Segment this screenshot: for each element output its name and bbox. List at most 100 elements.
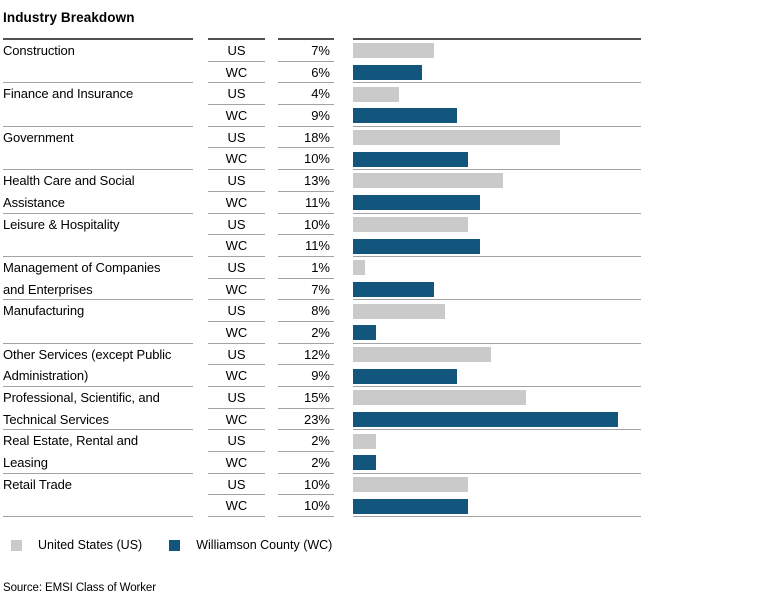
series-label-wc: WC <box>208 105 265 127</box>
top-rule-series-segment <box>208 38 265 40</box>
series-label-us: US <box>208 127 265 149</box>
bar-row <box>353 430 641 452</box>
us-bar <box>353 433 377 449</box>
industry-section: Manufacturing US 8% WC 2% <box>3 300 777 344</box>
legend-swatch-wc <box>169 539 181 551</box>
series-label-us: US <box>208 474 265 496</box>
value-wc: 11% <box>278 192 334 214</box>
bar-row <box>353 83 641 105</box>
value-us: 4% <box>278 83 334 106</box>
value-us: 1% <box>278 257 334 279</box>
bar-cell <box>353 474 641 518</box>
industry-section: Professional, Scientific, and Technical … <box>3 387 777 431</box>
bar-cell <box>353 387 641 431</box>
industry-section: Other Services (except Public Administra… <box>3 344 777 387</box>
bar-row <box>353 105 641 127</box>
industry-name: Retail Trade <box>3 474 193 518</box>
series-label-wc: WC <box>208 495 265 518</box>
bar-row <box>353 409 641 431</box>
wc-bar <box>353 195 480 211</box>
bar-row <box>353 344 641 366</box>
bar-row <box>353 214 641 236</box>
value-us: 15% <box>278 387 334 409</box>
value-wc: 10% <box>278 495 334 518</box>
top-rule-bars-segment <box>353 38 641 40</box>
bar-row <box>353 127 641 149</box>
table-body: Construction US 7% WC 6% Finance and Insuranc… <box>3 40 777 518</box>
series-label-us: US <box>208 214 265 236</box>
industry-name: Finance and Insurance <box>3 83 193 127</box>
legend: United States (US) Williamson County (WC… <box>3 538 777 552</box>
us-bar <box>353 43 434 59</box>
industry-name: Government <box>3 127 193 171</box>
industry-name: Professional, Scientific, and Technical … <box>3 387 193 431</box>
bar-cell <box>353 170 641 214</box>
bar-row <box>353 365 641 387</box>
value-wc: 11% <box>278 235 334 257</box>
series-label-wc: WC <box>208 279 265 301</box>
bar-row <box>353 474 641 496</box>
series-label-wc: WC <box>208 192 265 214</box>
series-label-wc: WC <box>208 452 265 474</box>
industry-table: Construction US 7% WC 6% Finance and Insuranc… <box>3 38 777 518</box>
wc-bar <box>353 498 469 514</box>
bar-row <box>353 170 641 192</box>
value-wc: 10% <box>278 148 334 171</box>
table-top-rule <box>3 38 777 40</box>
wc-bar <box>353 108 457 124</box>
wc-bar <box>353 368 457 384</box>
value-us: 18% <box>278 127 334 149</box>
bar-cell <box>353 40 641 84</box>
industry-name: Construction <box>3 40 193 84</box>
bar-cell <box>353 257 641 301</box>
industry-section: Management of Companies and Enterprises U… <box>3 257 777 301</box>
value-us: 8% <box>278 300 334 322</box>
series-label-us: US <box>208 300 265 322</box>
wc-bar <box>353 412 618 428</box>
series-label-us: US <box>208 344 265 366</box>
industry-section: Leisure & Hospitality US 10% WC 11% <box>3 214 777 257</box>
wc-bar <box>353 151 469 167</box>
value-wc: 9% <box>278 365 334 387</box>
series-label-wc: WC <box>208 322 265 344</box>
series-label-wc: WC <box>208 365 265 387</box>
industry-section: Construction US 7% WC 6% <box>3 40 777 84</box>
bar-row <box>353 62 641 84</box>
bar-row <box>353 300 641 322</box>
industry-section: Health Care and Social Assistance US 13% WC… <box>3 170 777 214</box>
us-bar <box>353 477 469 493</box>
wc-bar <box>353 238 480 254</box>
series-label-wc: WC <box>208 62 265 84</box>
bar-row <box>353 192 641 214</box>
source-note: Source: EMSI Class of Worker <box>3 582 156 595</box>
bar-cell <box>353 214 641 257</box>
industry-name: Other Services (except Public Administra… <box>3 344 193 387</box>
wc-bar <box>353 281 434 297</box>
industry-section: Real Estate, Rental and Leasing US 2% WC 2% <box>3 430 777 474</box>
series-label-wc: WC <box>208 148 265 171</box>
top-rule-name-segment <box>3 38 193 40</box>
bar-row <box>353 495 641 517</box>
industry-section: Government US 18% WC 10% <box>3 127 777 171</box>
value-wc: 9% <box>278 105 334 127</box>
industry-section: Finance and Insurance US 4% WC 9% <box>3 83 777 127</box>
us-bar <box>353 216 469 232</box>
us-bar <box>353 86 400 102</box>
top-rule-value-segment <box>278 38 334 40</box>
us-bar <box>353 303 446 319</box>
bar-row <box>353 235 641 257</box>
page-title: Industry Breakdown <box>3 10 135 25</box>
value-us: 7% <box>278 40 334 62</box>
us-bar <box>353 390 526 406</box>
bar-cell <box>353 127 641 171</box>
bar-row <box>353 387 641 409</box>
series-label-wc: WC <box>208 235 265 257</box>
series-label-us: US <box>208 430 265 453</box>
bar-cell <box>353 344 641 387</box>
value-wc: 6% <box>278 62 334 84</box>
wc-bar <box>353 455 377 471</box>
bar-row <box>353 40 641 62</box>
value-us: 10% <box>278 214 334 236</box>
legend-label-wc: Williamson County (WC) <box>196 538 333 553</box>
